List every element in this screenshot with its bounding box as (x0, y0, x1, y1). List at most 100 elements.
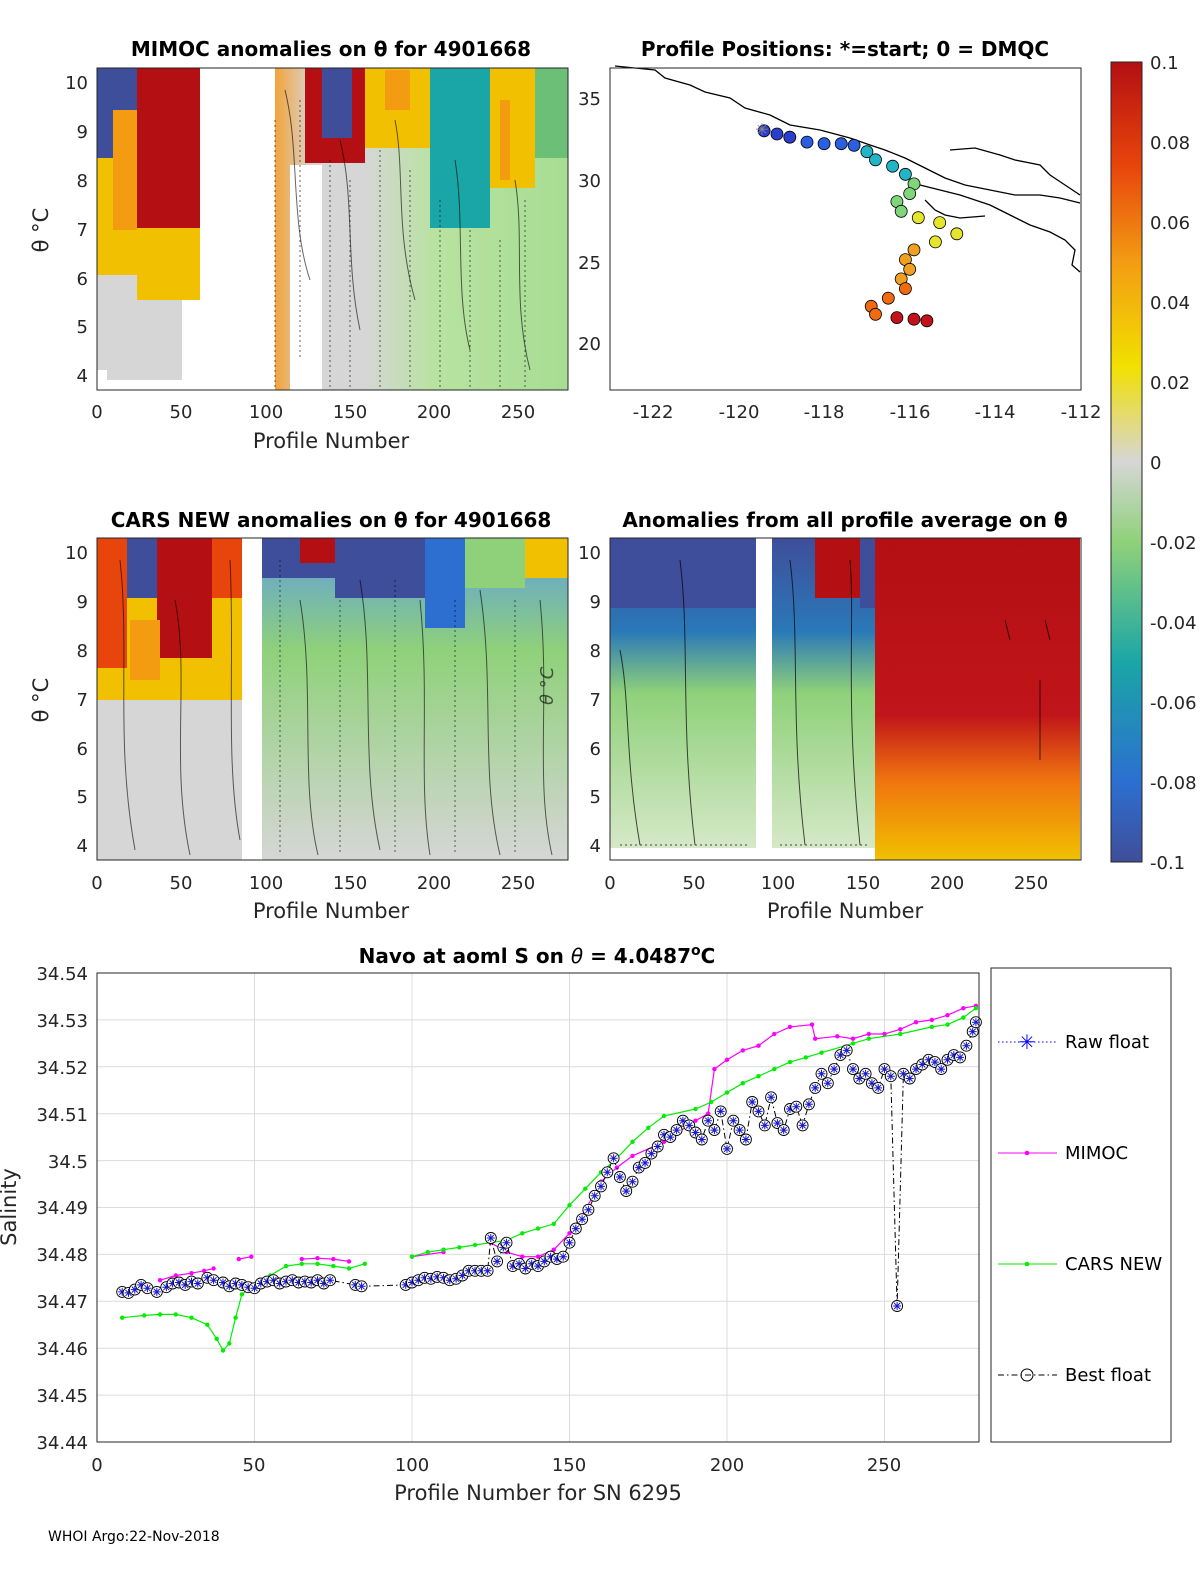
cars-xtick: 150 (333, 873, 367, 894)
positions-xtick: -122 (633, 402, 674, 423)
salinity-ytick: 34.44 (36, 1433, 88, 1454)
allavg-ytick: 8 (590, 641, 601, 662)
series-point-cars-new (457, 1245, 462, 1250)
series-point-cars-new (583, 1186, 588, 1191)
series-point-best-float (739, 1133, 752, 1146)
series-point-cars-new (567, 1203, 572, 1208)
series-point-mimoc (898, 1027, 903, 1032)
track-point (903, 262, 917, 276)
series-point-mimoc (661, 1139, 667, 1145)
cars-ytick: 5 (77, 787, 88, 808)
mimoc-xtick: 0 (91, 402, 102, 423)
track-point (783, 130, 797, 144)
series-point-mimoc (614, 1165, 619, 1170)
track-point (933, 216, 947, 230)
salinity-legend: ✳ Raw float MIMOC CARS NEW Best float (990, 967, 1172, 1443)
track-point (869, 307, 882, 321)
track-point (907, 312, 921, 326)
series-point-mimoc (693, 1118, 698, 1123)
mimoc-xtick: 50 (170, 402, 193, 423)
track-point (757, 124, 771, 138)
track-point (881, 291, 895, 305)
allavg-ytick: 7 (590, 690, 601, 711)
series-point-best-float (727, 1114, 740, 1127)
series-point-mimoc (712, 1066, 717, 1072)
series-point-best-float (809, 1081, 822, 1094)
colorbar-tick: -0.08 (1150, 773, 1197, 794)
series-point-best-float (324, 1274, 337, 1287)
cars-annotation: θ °C (537, 666, 558, 705)
series-point-mimoc (929, 1017, 934, 1023)
series-point-cars-new (945, 1022, 950, 1027)
cars-xticks: 0 50 100 150 200 250 (91, 873, 535, 894)
salinity-grid (97, 973, 979, 1442)
cars-xlabel: Profile Number (253, 899, 410, 923)
series-point-best-float (840, 1044, 853, 1057)
track-point (834, 137, 848, 151)
series-point-best-float (588, 1189, 601, 1202)
series-point-best-float (702, 1114, 715, 1127)
mimoc-panel: MIMOC anomalies on θ for 4901668 0 50 (29, 37, 569, 453)
series-point-cars-new (205, 1322, 210, 1327)
mimoc-ylabel: θ °C (29, 208, 53, 253)
series-point-cars-new (803, 1055, 808, 1060)
cars-ytick: 9 (77, 592, 88, 613)
salinity-ytick: 34.51 (36, 1105, 88, 1126)
series-point-mimoc (882, 1031, 887, 1037)
positions-ytick: 35 (578, 89, 601, 110)
legend-label: MIMOC (1065, 1143, 1128, 1164)
start-star-icon: ✳ (755, 120, 768, 139)
salinity-axes (96, 972, 980, 1443)
salinity-ytick: 34.46 (36, 1339, 88, 1360)
colorbar-tick: 0.04 (1150, 293, 1190, 314)
series-point-cars-new (740, 1081, 745, 1086)
series-point-mimoc (315, 1256, 320, 1261)
series-point-best-float (620, 1185, 633, 1198)
series-point-mimoc (809, 1022, 815, 1027)
series-point-cars-new (551, 1221, 556, 1227)
cars-ytick: 7 (77, 690, 88, 711)
salinity-xtick: 50 (243, 1455, 266, 1476)
series-point-best-float (601, 1166, 614, 1179)
raw-float-star-icon: ✳ (1019, 1030, 1036, 1054)
salinity-ytick: 34.45 (36, 1386, 88, 1407)
series-point-mimoc (299, 1256, 304, 1262)
cars-yticks: 4 5 6 7 8 9 10 (65, 543, 88, 857)
series-point-mimoc (201, 1268, 207, 1274)
colorbar-gradient (1110, 61, 1143, 863)
series-point-cars-new (227, 1341, 232, 1346)
series-point-best-float (777, 1124, 790, 1137)
series-line-mimoc (301, 1257, 350, 1262)
positions-xtick: -116 (890, 402, 931, 423)
series-point-cars-new (331, 1263, 336, 1269)
footer-credit: WHOI Argo:22-Nov-2018 (48, 1529, 220, 1545)
mimoc-ytick: 9 (77, 122, 88, 143)
cars-heatmap (97, 538, 568, 860)
mimoc-xtick: 200 (417, 402, 451, 423)
series-point-cars-new (409, 1254, 415, 1259)
series-point-cars-new (425, 1249, 430, 1255)
track-point (869, 153, 882, 167)
positions-ytick: 20 (578, 334, 601, 355)
series-point-best-float (481, 1264, 494, 1277)
series-point-cars-new (233, 1315, 238, 1320)
allavg-title: Anomalies from all profile average on θ (622, 508, 1067, 532)
series-point-cars-new (346, 1266, 352, 1271)
series-point-mimoc (346, 1259, 352, 1264)
allavg-xticks: 0 50 100 150 200 250 (604, 873, 1048, 894)
series-point-best-float (746, 1096, 759, 1108)
cars-xtick: 250 (501, 873, 535, 894)
series-point-best-float (150, 1285, 163, 1298)
allavg-panel: Anomalies from all profile average on θ … (578, 508, 1082, 923)
series-point-best-float (613, 1171, 626, 1183)
legend-entry-best-float: Best float (998, 1365, 1151, 1386)
cars-axes (96, 537, 569, 861)
allavg-xtick: 0 (604, 873, 615, 894)
series-point-mimoc (331, 1256, 336, 1262)
legend-entry-cars-new: CARS NEW (998, 1254, 1162, 1275)
series-point-best-float (639, 1156, 652, 1169)
track-point (894, 204, 908, 218)
mimoc-heatmap (97, 68, 568, 390)
series-point-cars-new (362, 1261, 367, 1267)
series-point-best-float (960, 1039, 973, 1052)
